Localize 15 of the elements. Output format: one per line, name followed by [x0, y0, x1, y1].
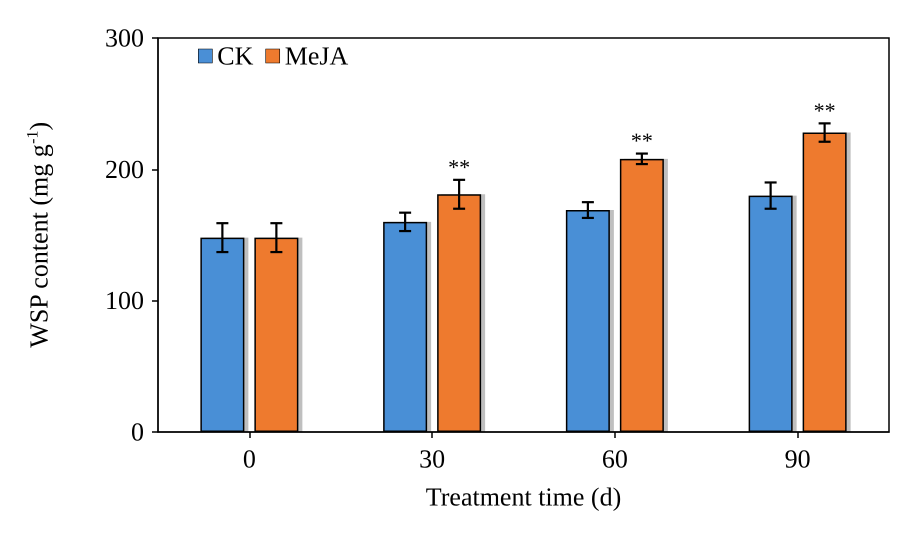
x-tick-label: 0 [242, 444, 256, 474]
data-label: ** [630, 128, 653, 154]
y-tick-label: 300 [105, 24, 144, 52]
x-tick-label: 30 [419, 444, 446, 474]
y-axis-title: WSP content (mg g-1) [24, 122, 54, 348]
legend-label: MeJA [284, 42, 348, 70]
y-tick-label: 0 [131, 418, 144, 446]
y-tick-label: 200 [105, 154, 144, 184]
y-tick-label: 100 [105, 286, 144, 316]
x-axis-title: Treatment time (d) [426, 482, 622, 512]
data-label: ** [448, 154, 470, 180]
x-tick-label: 60 [602, 444, 628, 474]
legend-label: CK [217, 42, 254, 70]
data-label: ** [814, 98, 836, 123]
x-tick-label: 90 [784, 444, 811, 474]
